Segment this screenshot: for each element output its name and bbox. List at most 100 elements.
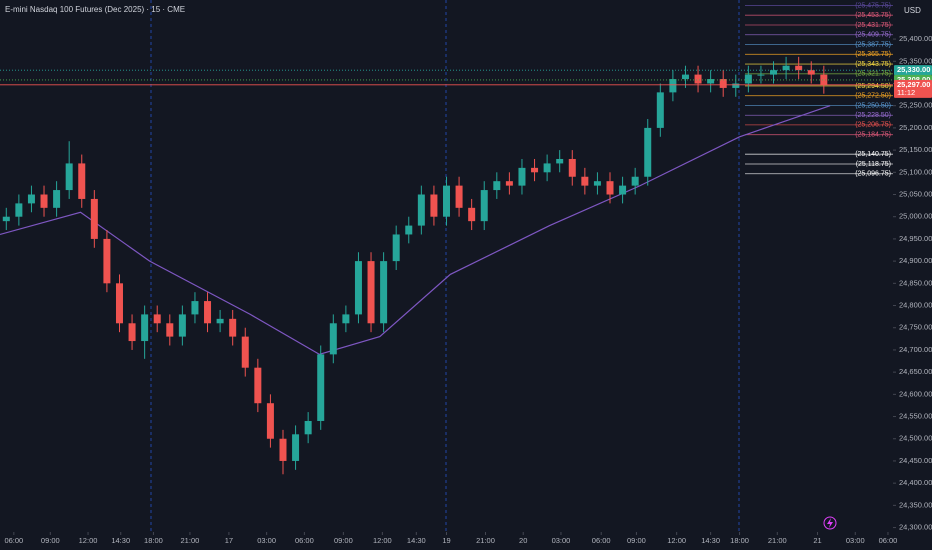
candle-body xyxy=(279,438,287,461)
y-tick-label: 25,000.00 xyxy=(899,212,932,221)
candle xyxy=(292,425,300,470)
candle xyxy=(405,216,413,244)
candle-body xyxy=(656,92,664,128)
x-tick-label: 14:30 xyxy=(701,536,720,545)
candle xyxy=(581,167,589,195)
moving-average xyxy=(0,105,831,356)
x-tick-label: 19 xyxy=(442,536,450,545)
level-label: (25,409.75) xyxy=(855,32,891,39)
candle-body xyxy=(241,336,249,368)
candle-body xyxy=(392,234,400,262)
candle-body xyxy=(15,203,23,217)
candle-body xyxy=(153,314,161,324)
candle-body xyxy=(266,403,274,439)
candle-body xyxy=(568,158,576,177)
candle-body xyxy=(757,74,765,76)
y-tick-label: 25,250.00 xyxy=(899,101,932,110)
candle xyxy=(27,185,35,213)
candle xyxy=(430,185,438,226)
candle xyxy=(669,70,677,102)
candle-body xyxy=(216,318,224,324)
level-label: (25,140.75) xyxy=(855,151,891,158)
candle xyxy=(2,207,10,231)
countdown: 11:12 xyxy=(897,88,915,97)
candle-body xyxy=(128,323,136,342)
candle-body xyxy=(354,261,362,315)
candle-body xyxy=(593,181,601,186)
candle xyxy=(15,194,23,226)
candle xyxy=(141,305,149,359)
candle-body xyxy=(254,367,262,404)
candle-body xyxy=(367,261,375,324)
candle-body xyxy=(631,176,639,186)
candle-body xyxy=(405,225,413,235)
candle xyxy=(820,65,828,94)
candle-body xyxy=(380,261,388,324)
y-tick-label: 24,500.00 xyxy=(899,434,932,443)
x-tick-label: 18:00 xyxy=(144,536,163,545)
x-tick-label: 03:00 xyxy=(257,536,276,545)
candle xyxy=(128,314,136,350)
candle xyxy=(153,305,161,333)
candle-body xyxy=(204,301,212,324)
y-tick-label: 24,550.00 xyxy=(899,412,932,421)
candle xyxy=(266,394,274,448)
level-label: (25,228.50) xyxy=(855,112,891,119)
level-label: (25,387.75) xyxy=(855,41,891,48)
candle xyxy=(694,65,702,93)
x-tick-label: 17 xyxy=(225,536,233,545)
candle-body xyxy=(40,194,48,208)
candle-body xyxy=(178,314,186,337)
x-tick-label: 06:00 xyxy=(592,536,611,545)
candle-body xyxy=(65,163,73,191)
y-tick-label: 24,600.00 xyxy=(899,389,932,398)
level-label: (25,294.50) xyxy=(855,83,891,90)
candle-body xyxy=(103,238,111,284)
candle xyxy=(65,141,73,199)
candle xyxy=(568,150,576,186)
level-label: (25,118.75) xyxy=(856,161,891,168)
candle-body xyxy=(795,65,803,71)
y-tick-label: 24,400.00 xyxy=(899,478,932,487)
candle-body xyxy=(531,167,539,173)
level-label: (25,272.50) xyxy=(855,93,891,100)
candle-body xyxy=(292,434,300,461)
candle xyxy=(656,83,664,137)
candle xyxy=(531,158,539,182)
alert-icon[interactable] xyxy=(823,516,837,530)
candle-body xyxy=(342,314,350,324)
x-tick-label: 21 xyxy=(813,536,821,545)
candle-body xyxy=(191,301,199,315)
candle-body xyxy=(669,79,677,93)
candle xyxy=(606,172,614,204)
candle xyxy=(593,172,601,195)
level-label: (25,475.75) xyxy=(855,2,891,9)
x-tick-label: 06:00 xyxy=(879,536,898,545)
x-tick-label: 12:00 xyxy=(79,536,98,545)
candle-body xyxy=(480,190,488,222)
candle-body xyxy=(744,74,752,84)
candle xyxy=(78,154,86,208)
candle-body xyxy=(317,354,325,421)
candle xyxy=(115,274,123,333)
candle-body xyxy=(518,167,526,186)
candle xyxy=(90,190,98,248)
candle xyxy=(304,412,312,444)
chart-title: E-mini Nasdaq 100 Futures (Dec 2025) · 1… xyxy=(5,5,185,14)
price-label: 25,308.00 xyxy=(897,75,930,84)
candle xyxy=(744,65,752,93)
candle-body xyxy=(430,194,438,217)
candle xyxy=(719,70,727,97)
x-tick-label: 03:00 xyxy=(846,536,865,545)
y-tick-label: 25,400.00 xyxy=(899,34,932,43)
candle-body xyxy=(90,198,98,239)
candle-body xyxy=(606,181,614,195)
candle-body xyxy=(719,79,727,88)
x-tick-label: 18:00 xyxy=(730,536,749,545)
candle-body xyxy=(229,318,237,337)
y-tick-label: 24,300.00 xyxy=(899,523,932,532)
alert-icon-bolt xyxy=(827,518,833,528)
candle-body xyxy=(581,176,589,186)
x-tick-label: 14:30 xyxy=(407,536,426,545)
